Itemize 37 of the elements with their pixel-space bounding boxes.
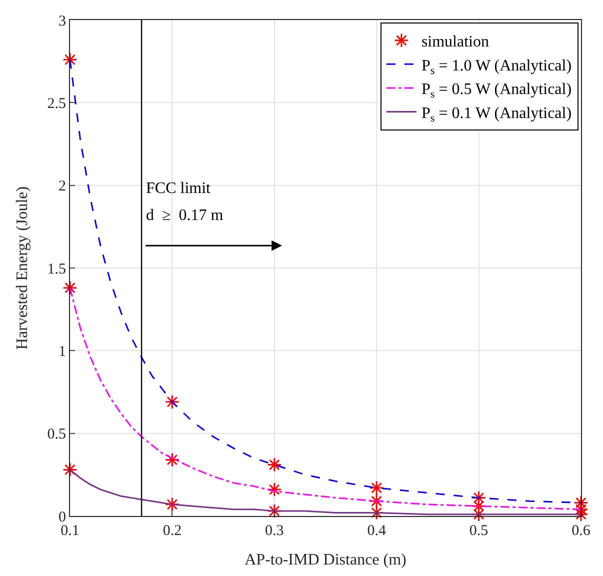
x-tick-label: 0.3	[265, 523, 284, 539]
x-tick-label: 0.6	[572, 523, 591, 539]
point	[369, 480, 384, 496]
y-tick-label: 0	[58, 509, 66, 526]
y-tick-label: 3	[58, 13, 66, 30]
point	[164, 394, 180, 410]
y-tick-label: 2	[58, 178, 66, 195]
x-axis-title: AP-to-IMD Distance (m)	[244, 552, 406, 569]
point	[164, 497, 180, 512]
point	[62, 280, 78, 296]
point	[164, 452, 180, 468]
y-tick-label: 1	[58, 344, 66, 360]
legend-label: simulation	[421, 34, 490, 51]
annotation: d ≥ 0.17 m	[146, 207, 224, 224]
point	[369, 494, 384, 508]
x-tick-label: 0.4	[367, 523, 386, 539]
point	[471, 507, 486, 522]
point	[62, 52, 78, 68]
x-tick-label: 0.5	[469, 523, 488, 539]
y-tick-label: 1.5	[47, 261, 66, 278]
point	[369, 505, 384, 520]
x-tick-label: 0.2	[162, 523, 182, 539]
point	[62, 462, 78, 478]
y-tick-label: 0.5	[47, 426, 66, 443]
point	[267, 482, 282, 497]
legend-label: P$_{s}$ = 0.5 W (Analytical)	[421, 81, 572, 101]
legend-label: P$_{s}$ = 0.1 W (Analytical)	[421, 105, 572, 124]
y-axis-title: Harvested Energy (Joule)	[14, 186, 32, 350]
point	[267, 457, 282, 472]
y-tick-label: 2.5	[47, 96, 66, 112]
legend-label: P$_{s}$ = 1.0 W (Analytical)	[421, 57, 572, 77]
line-series	[70, 468, 581, 516]
line-series	[70, 58, 581, 504]
line-series	[70, 287, 581, 510]
x-tick-label: 0.1	[60, 523, 80, 539]
point	[267, 504, 282, 518]
annotation: FCC limit	[146, 180, 212, 197]
